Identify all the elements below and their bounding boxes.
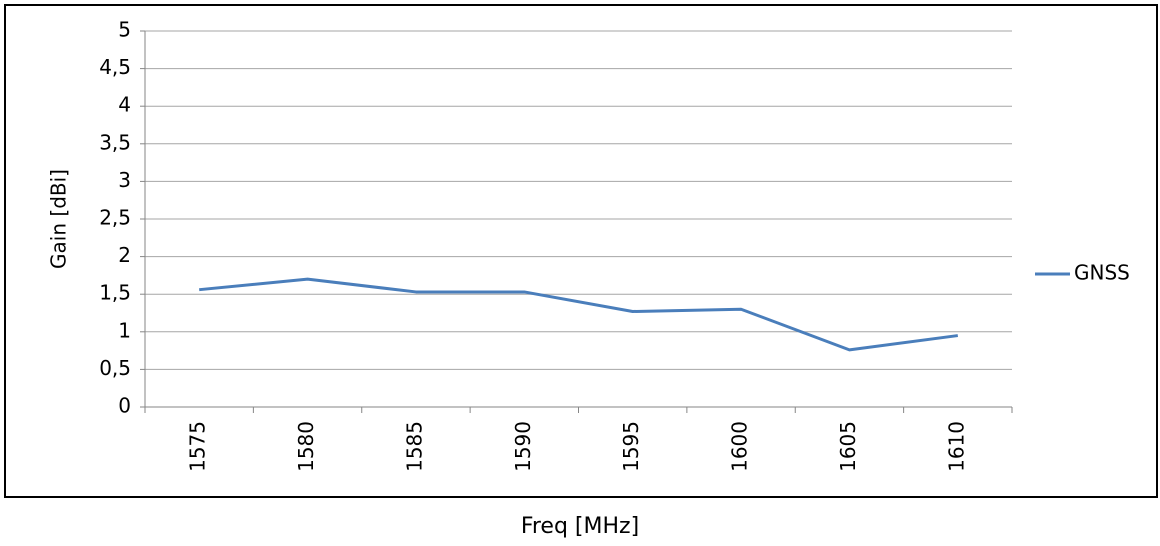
x-tick-label: 1585 <box>402 421 426 472</box>
x-tick-label: 1575 <box>186 421 210 472</box>
y-tick-label: 0,5 <box>99 356 131 380</box>
y-tick-label: 3,5 <box>99 130 131 154</box>
y-axis-title: Gain [dBi] <box>47 169 71 269</box>
y-tick-label: 2,5 <box>99 206 131 230</box>
x-tick-label: 1580 <box>294 421 318 472</box>
line-series <box>199 277 959 352</box>
chart-border <box>4 4 1158 498</box>
x-tick-label: 1605 <box>836 421 860 472</box>
y-tick-label: 5 <box>118 18 131 42</box>
y-tick-label: 2 <box>118 243 131 267</box>
x-axis-title: Freq [MHz] <box>521 514 639 539</box>
y-tick-label: 3 <box>118 168 131 192</box>
y-tick-label: 1,5 <box>99 281 131 305</box>
y-tick-label: 4,5 <box>99 55 131 79</box>
y-tick-label: 1 <box>118 318 131 342</box>
y-tick-label: 0 <box>118 394 131 418</box>
y-tick-label: 4 <box>118 93 131 117</box>
legend-label: GNSS <box>1074 261 1130 285</box>
x-tick-label: 1595 <box>619 421 643 472</box>
x-tick-label: 1610 <box>944 421 968 472</box>
x-tick-label: 1590 <box>511 421 535 472</box>
x-tick-label: 1600 <box>728 421 752 472</box>
